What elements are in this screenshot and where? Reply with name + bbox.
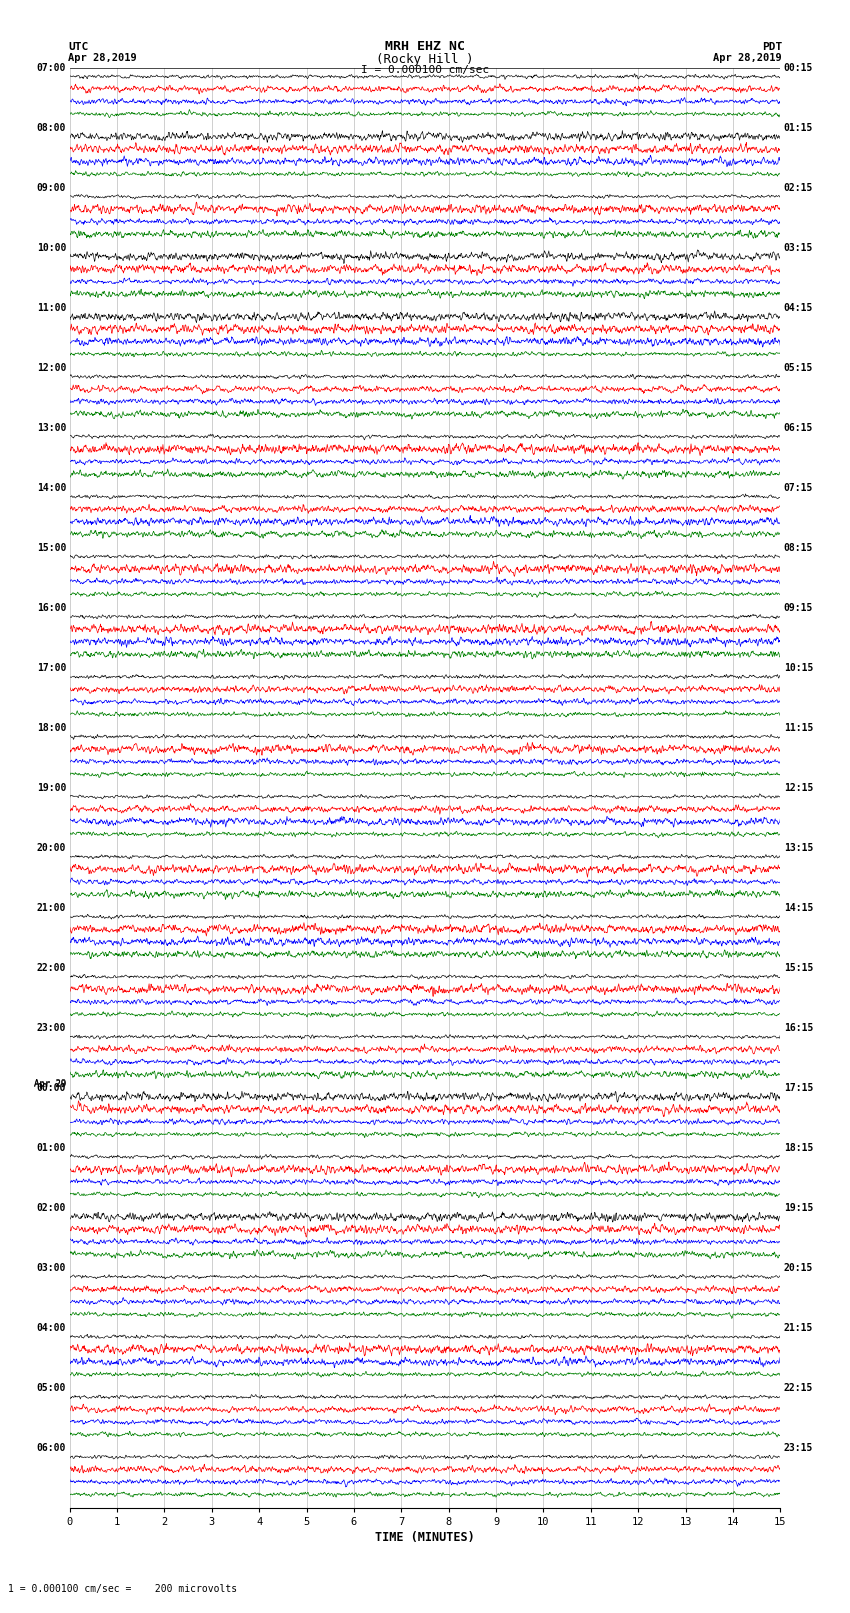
Text: 16:15: 16:15	[784, 1023, 813, 1032]
Text: 03:00: 03:00	[37, 1263, 66, 1273]
Text: 11:00: 11:00	[37, 303, 66, 313]
Text: 05:15: 05:15	[784, 363, 813, 373]
Text: (Rocky Hill ): (Rocky Hill )	[377, 53, 473, 66]
Text: 18:15: 18:15	[784, 1144, 813, 1153]
Text: Apr 28,2019: Apr 28,2019	[68, 53, 137, 63]
Text: 07:00: 07:00	[37, 63, 66, 73]
Text: 17:15: 17:15	[784, 1082, 813, 1094]
Text: 08:00: 08:00	[37, 123, 66, 132]
X-axis label: TIME (MINUTES): TIME (MINUTES)	[375, 1531, 475, 1544]
Text: 02:00: 02:00	[37, 1203, 66, 1213]
Text: 01:00: 01:00	[37, 1144, 66, 1153]
Text: 23:15: 23:15	[784, 1444, 813, 1453]
Text: 00:15: 00:15	[784, 63, 813, 73]
Text: 21:00: 21:00	[37, 903, 66, 913]
Text: 11:15: 11:15	[784, 723, 813, 732]
Text: 21:15: 21:15	[784, 1323, 813, 1332]
Text: 13:15: 13:15	[784, 844, 813, 853]
Text: 1 = 0.000100 cm/sec =    200 microvolts: 1 = 0.000100 cm/sec = 200 microvolts	[8, 1584, 238, 1594]
Text: MRH EHZ NC: MRH EHZ NC	[385, 40, 465, 53]
Text: 04:15: 04:15	[784, 303, 813, 313]
Text: PDT: PDT	[762, 42, 782, 52]
Text: 05:00: 05:00	[37, 1382, 66, 1394]
Text: 08:15: 08:15	[784, 544, 813, 553]
Text: 15:00: 15:00	[37, 544, 66, 553]
Text: 20:15: 20:15	[784, 1263, 813, 1273]
Text: 01:15: 01:15	[784, 123, 813, 132]
Text: 16:00: 16:00	[37, 603, 66, 613]
Text: 03:15: 03:15	[784, 244, 813, 253]
Text: 13:00: 13:00	[37, 423, 66, 432]
Text: 14:00: 14:00	[37, 482, 66, 494]
Text: 06:00: 06:00	[37, 1444, 66, 1453]
Text: 10:15: 10:15	[784, 663, 813, 673]
Text: 07:15: 07:15	[784, 482, 813, 494]
Text: 09:00: 09:00	[37, 182, 66, 194]
Text: 00:00: 00:00	[37, 1082, 66, 1094]
Text: 22:00: 22:00	[37, 963, 66, 973]
Text: 20:00: 20:00	[37, 844, 66, 853]
Text: Apr 29: Apr 29	[34, 1081, 66, 1089]
Text: 04:00: 04:00	[37, 1323, 66, 1332]
Text: 19:00: 19:00	[37, 782, 66, 794]
Text: 17:00: 17:00	[37, 663, 66, 673]
Text: Apr 28,2019: Apr 28,2019	[713, 53, 782, 63]
Text: 02:15: 02:15	[784, 182, 813, 194]
Text: 09:15: 09:15	[784, 603, 813, 613]
Text: 19:15: 19:15	[784, 1203, 813, 1213]
Text: 06:15: 06:15	[784, 423, 813, 432]
Text: 22:15: 22:15	[784, 1382, 813, 1394]
Text: 12:15: 12:15	[784, 782, 813, 794]
Text: 15:15: 15:15	[784, 963, 813, 973]
Text: 10:00: 10:00	[37, 244, 66, 253]
Text: 14:15: 14:15	[784, 903, 813, 913]
Text: 12:00: 12:00	[37, 363, 66, 373]
Text: 18:00: 18:00	[37, 723, 66, 732]
Text: Apr 29: Apr 29	[34, 1079, 66, 1087]
Text: I = 0.000100 cm/sec: I = 0.000100 cm/sec	[361, 65, 489, 74]
Text: UTC: UTC	[68, 42, 88, 52]
Text: 23:00: 23:00	[37, 1023, 66, 1032]
